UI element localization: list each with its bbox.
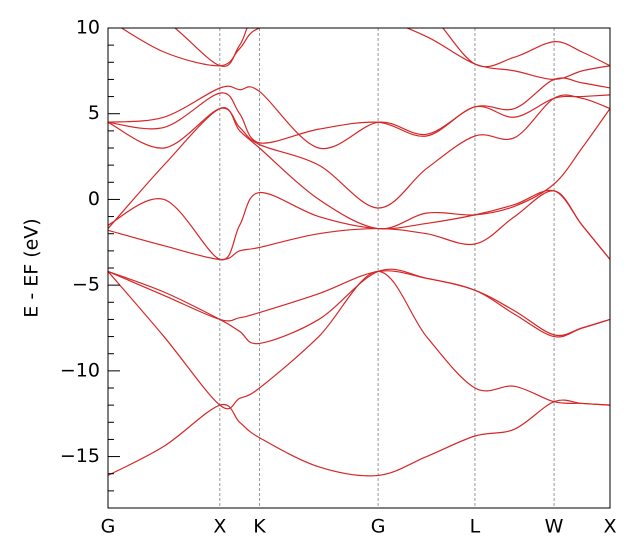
band-line [174,28,610,68]
x-tick-label: G [101,516,116,538]
x-tick-label: X [213,516,226,538]
y-tick-label: 10 [76,17,100,39]
plot-frame [107,27,611,509]
band-line [108,107,610,230]
y-tick-label: −10 [60,359,100,381]
band-line [108,399,610,477]
plot-area [108,28,610,477]
y-tick-label: −5 [72,274,100,296]
x-tick-label: L [470,516,481,538]
band-line [108,94,610,209]
y-tick-label: −15 [60,445,100,467]
x-tick-label: W [545,516,564,538]
y-axis-label: E - EF (eV) [21,218,43,317]
y-tick-label: 0 [88,188,100,210]
band-line [108,268,610,345]
band-line [108,270,610,410]
band-line [108,270,610,338]
x-tick-label: X [603,516,616,538]
x-tick-label: G [371,516,386,538]
band-line [108,190,610,261]
x-tick-label: K [253,516,266,538]
y-tick-label: 5 [88,102,100,124]
